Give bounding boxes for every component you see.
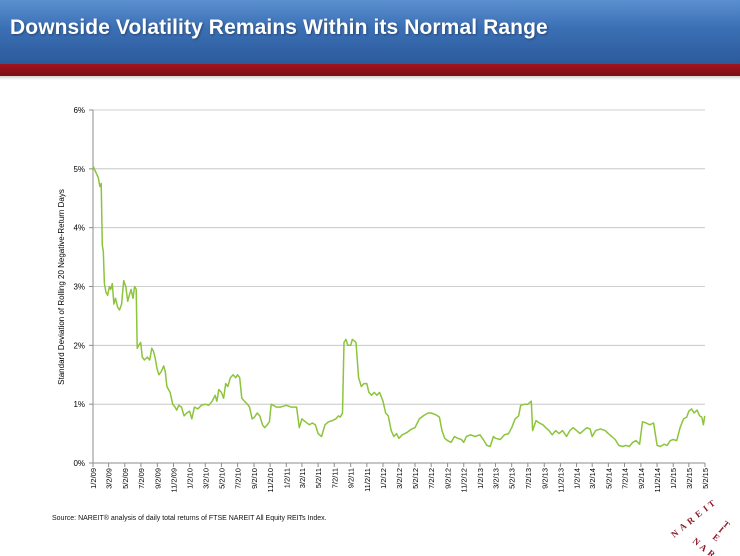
x-tick-label: 11/2/12 xyxy=(460,468,469,492)
x-tick-label: 11/2/10 xyxy=(266,468,275,492)
svg-text:A: A xyxy=(698,542,710,554)
title-bar: Downside Volatility Remains Within its N… xyxy=(0,0,740,64)
x-tick-label: 7/2/13 xyxy=(524,468,533,489)
svg-text:A: A xyxy=(677,520,689,532)
source-note: Source: NAREIT® analysis of daily total … xyxy=(52,515,327,522)
svg-text:N: N xyxy=(669,527,681,539)
svg-text:I: I xyxy=(701,503,710,513)
svg-text:E: E xyxy=(693,508,704,520)
x-tick-label: 3/2/15 xyxy=(685,468,694,489)
y-tick-label: 1% xyxy=(73,400,85,409)
x-tick-label: 7/2/12 xyxy=(427,468,436,489)
x-tick-label: 9/2/10 xyxy=(250,468,259,489)
nareit-logo: N A R E I T N A R E I T xyxy=(669,498,732,556)
x-tick-label: 3/2/12 xyxy=(395,468,404,489)
x-tick-label: 5/2/10 xyxy=(217,468,226,489)
x-tick-label: 5/2/13 xyxy=(508,468,517,489)
x-tick-label: 1/2/15 xyxy=(669,468,678,489)
svg-text:R: R xyxy=(706,548,718,556)
x-tick-label: 11/2/11 xyxy=(363,468,372,492)
x-tick-label: 5/2/09 xyxy=(121,468,130,489)
x-tick-label: 9/2/09 xyxy=(153,468,162,489)
y-tick-label: 5% xyxy=(73,165,85,174)
x-tick-label: 1/2/10 xyxy=(186,468,195,489)
x-tick-label: 5/2/15 xyxy=(701,468,710,489)
x-tick-label: 7/2/11 xyxy=(330,468,339,488)
slide-title: Downside Volatility Remains Within its N… xyxy=(10,16,548,39)
y-tick-label: 3% xyxy=(73,283,85,292)
x-tick-label: 9/2/13 xyxy=(540,468,549,489)
x-tick-label: 9/2/14 xyxy=(637,468,646,489)
x-tick-labels: 1/2/09 3/2/09 5/2/09 7/2/09 9/2/09 11/2/09 1/2… xyxy=(89,468,710,492)
x-tick-label: 1/2/09 xyxy=(89,468,98,489)
y-tick-label: 6% xyxy=(73,106,85,115)
svg-text:T: T xyxy=(706,498,717,510)
x-tick-label: 7/2/14 xyxy=(620,468,629,489)
x-tick-label: 3/2/13 xyxy=(492,468,501,489)
x-tick-label: 5/2/12 xyxy=(411,468,420,489)
x-tick-label: 5/2/11 xyxy=(314,468,323,488)
x-tick-label: 1/2/11 xyxy=(282,468,291,488)
x-tick-label: 7/2/09 xyxy=(137,468,146,489)
svg-text:R: R xyxy=(685,514,697,526)
x-tick-label: 1/2/12 xyxy=(379,468,388,489)
y-tick-labels: 0% 1% 2% 3% 4% 5% 6% xyxy=(73,106,85,468)
svg-text:E: E xyxy=(711,532,722,544)
svg-text:N: N xyxy=(691,536,703,548)
x-tick-label: 9/2/12 xyxy=(444,468,453,489)
axes xyxy=(89,109,706,467)
x-tick-label: 3/2/09 xyxy=(105,468,114,489)
y-tick-label: 2% xyxy=(73,341,85,350)
header-accent-band xyxy=(0,64,740,76)
x-tick-label: 7/2/10 xyxy=(234,468,243,489)
svg-text:T: T xyxy=(721,519,732,531)
volatility-series-line xyxy=(92,165,706,448)
x-tick-label: 3/2/11 xyxy=(298,468,307,488)
y-tick-label: 0% xyxy=(73,459,85,468)
gridlines xyxy=(93,109,705,405)
x-tick-label: 3/2/14 xyxy=(588,468,597,489)
x-tick-label: 11/2/14 xyxy=(653,468,662,492)
x-tick-label: 3/2/10 xyxy=(201,468,210,489)
y-tick-label: 4% xyxy=(73,224,85,233)
y-axis-label: Standard Deviation of Rolling 20 Negativ… xyxy=(57,189,66,385)
x-tick-label: 5/2/14 xyxy=(604,468,613,489)
x-tick-label: 11/2/09 xyxy=(170,468,179,492)
x-tick-label: 9/2/11 xyxy=(347,468,356,488)
x-tick-label: 1/2/14 xyxy=(573,468,582,489)
header-shadow xyxy=(0,76,740,80)
x-tick-label: 11/2/13 xyxy=(556,468,565,492)
nareit-logo-mark: N A R E I T N A R E I T xyxy=(669,498,732,556)
svg-text:I: I xyxy=(717,525,726,535)
x-tick-label: 1/2/13 xyxy=(476,468,485,489)
